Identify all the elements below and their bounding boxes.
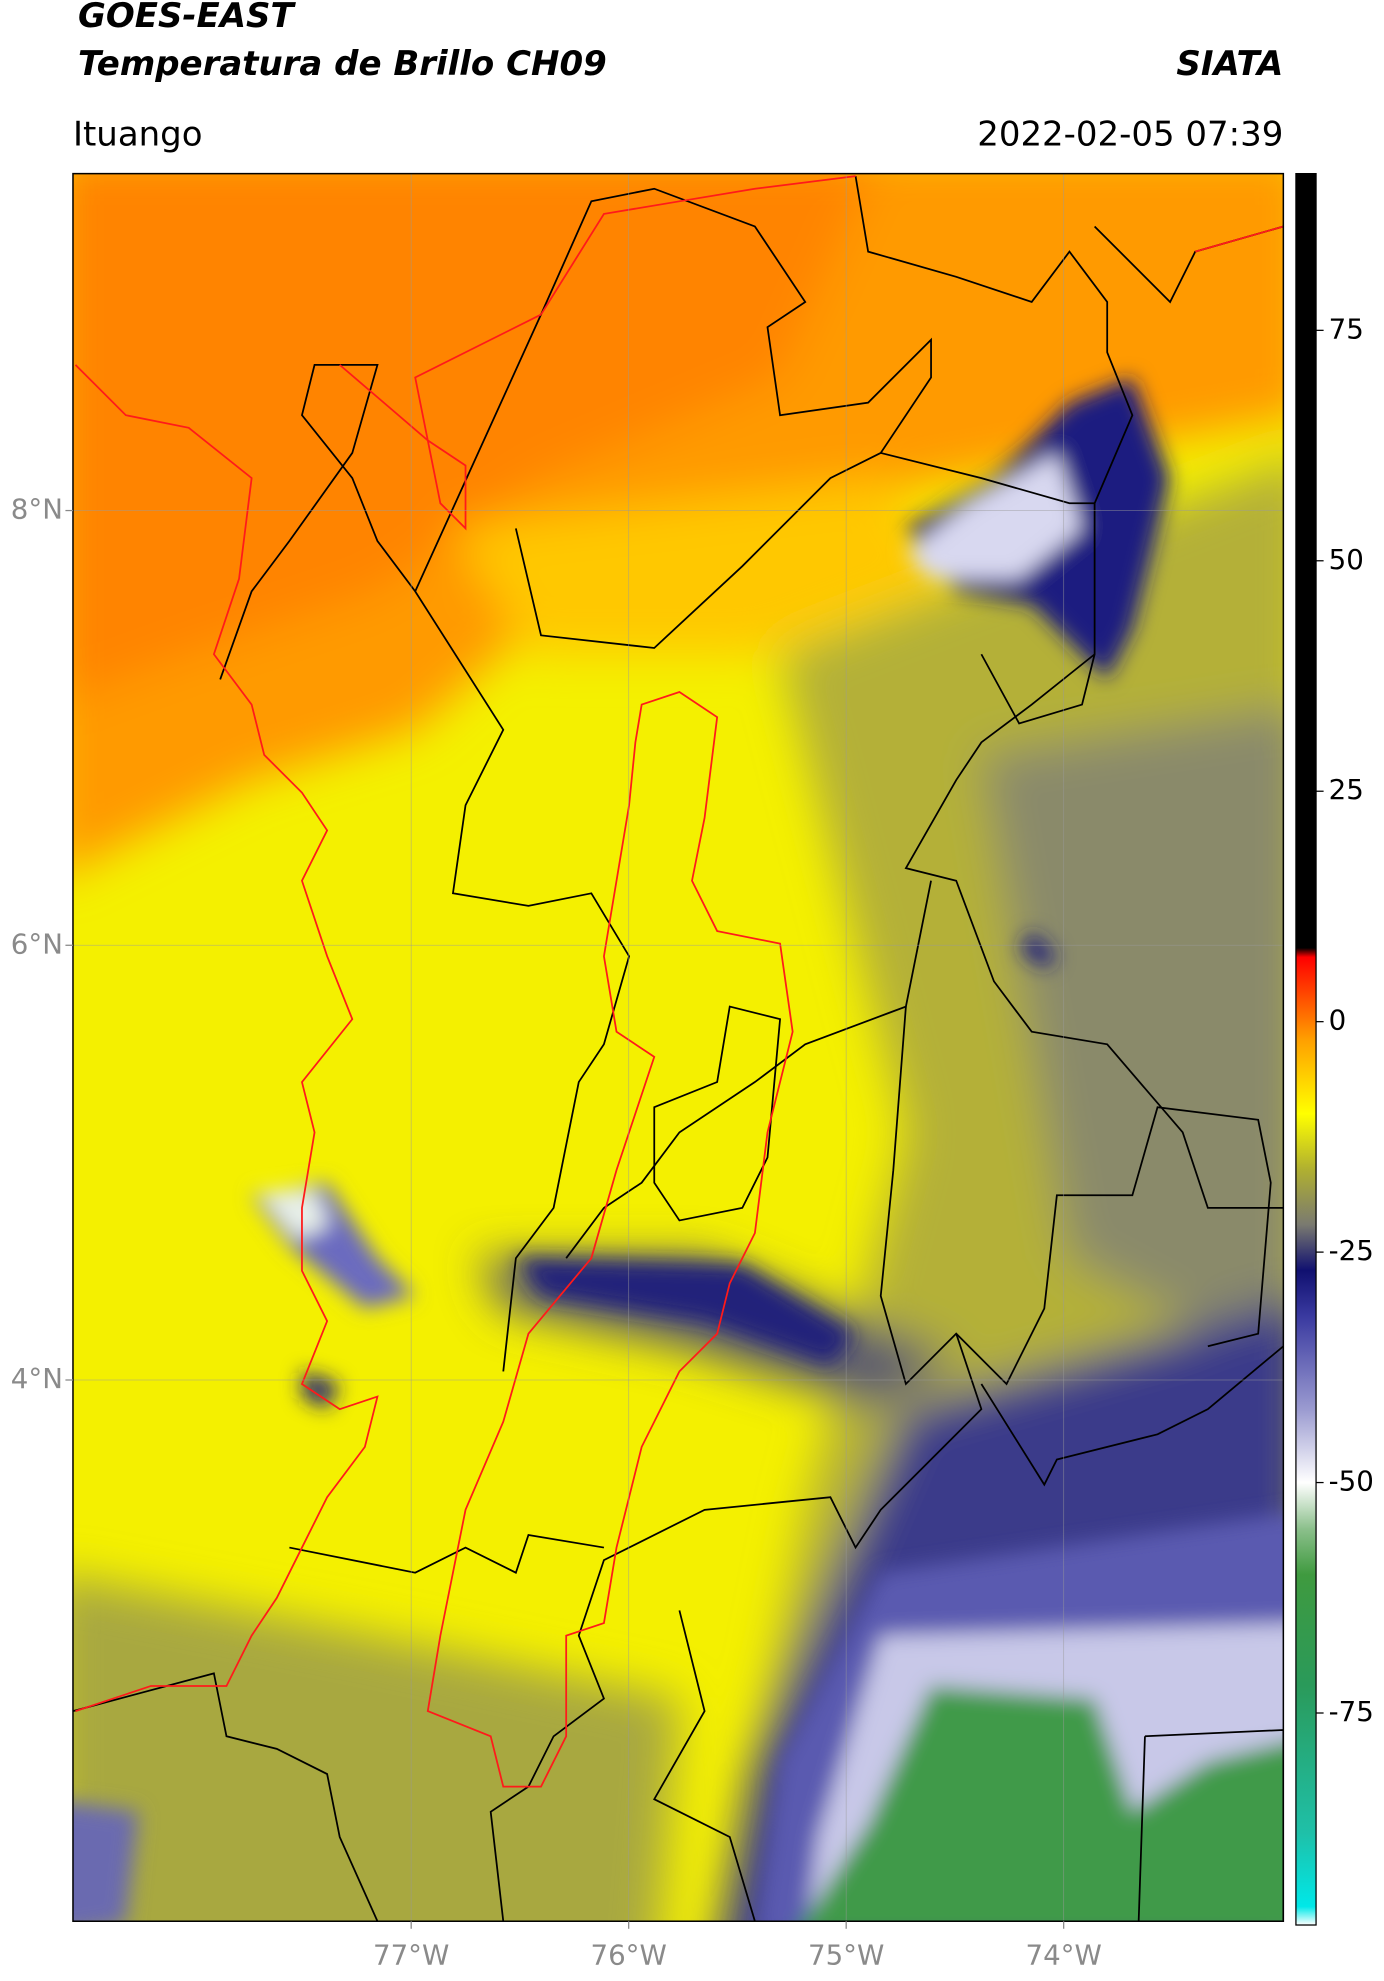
- location: Ituango: [73, 114, 203, 154]
- border: [489, 1333, 983, 1922]
- graticule: [72, 173, 1284, 1922]
- colorbar-label: -25: [1329, 1234, 1374, 1267]
- cloud-small: [1019, 931, 1057, 969]
- warm-band: [452, 478, 957, 655]
- lon-label: 75°W: [808, 1938, 884, 1971]
- lat-label: 4°N: [11, 1362, 63, 1395]
- colorbar-label: 75: [1329, 312, 1364, 345]
- border: [854, 176, 1284, 1209]
- colorbar-label: -75: [1329, 1695, 1374, 1728]
- border: [72, 1672, 379, 1922]
- colorbar-label: -50: [1329, 1465, 1374, 1498]
- image-clouds: [72, 377, 1284, 1922]
- colorbar-label: 25: [1329, 773, 1364, 806]
- coastline: [74, 364, 379, 1712]
- cloud-north-top: [905, 452, 1083, 579]
- border: [879, 1006, 1272, 1386]
- border: [980, 653, 1096, 725]
- satellite-image: [72, 173, 1284, 1922]
- lon-label: 76°W: [590, 1938, 666, 1971]
- title: GOES-EAST: [78, 0, 296, 36]
- coastline: [339, 313, 542, 531]
- colorbar-label: 0: [1329, 1004, 1347, 1037]
- basin-outline: [426, 691, 794, 1788]
- borders: [72, 176, 1284, 1922]
- border: [289, 1533, 605, 1574]
- lat-label: 6°N: [11, 927, 63, 960]
- colorbar: [1295, 172, 1317, 1926]
- lon-label: 77°W: [373, 1938, 449, 1971]
- border: [653, 1005, 782, 1222]
- border: [880, 452, 1095, 505]
- coastline: [540, 175, 1284, 316]
- lat-label: 8°N: [11, 493, 63, 526]
- border: [414, 187, 932, 649]
- cloud-southwest: [72, 1802, 139, 1922]
- south-cloud-green: [803, 1685, 1284, 1922]
- red-outlines: [74, 175, 1284, 1788]
- subtitle: Temperatura de Brillo CH09: [78, 44, 607, 84]
- cloud-coast: [301, 1371, 340, 1410]
- warm-core: [72, 173, 871, 697]
- border: [980, 1345, 1284, 1487]
- border: [565, 880, 932, 1259]
- datetime: 2022-02-05 07:39: [977, 114, 1283, 154]
- border: [219, 363, 631, 1372]
- brand: SIATA: [1176, 44, 1283, 84]
- lon-label: 74°W: [1025, 1938, 1101, 1971]
- plot-frame: [72, 172, 1285, 1922]
- colorbar-label: 50: [1329, 543, 1364, 576]
- border: [1137, 1729, 1284, 1922]
- cloud-west-top: [257, 1188, 330, 1240]
- olive-southwest: [72, 1577, 680, 1922]
- border: [653, 1610, 756, 1922]
- cloud-band: [515, 1258, 856, 1366]
